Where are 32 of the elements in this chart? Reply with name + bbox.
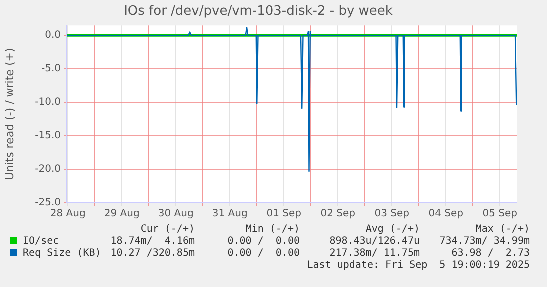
x-tick-label: 28 Aug — [50, 208, 86, 220]
y-tick-label: -5.0 — [41, 64, 61, 75]
x-tick-label: 03 Sep — [374, 208, 410, 220]
x-tick-label: 05 Sep — [482, 208, 518, 220]
x-tick-label: 29 Aug — [104, 208, 140, 220]
y-tick-label: -20.0 — [35, 164, 61, 176]
chart-title: IOs for /dev/pve/vm-103-disk-2 - by week — [124, 4, 394, 20]
y-tick-label: 0.0 — [45, 30, 61, 42]
y-tick-label: -25.0 — [35, 198, 61, 209]
y-axis-title: Units read (-) / write (+) — [3, 48, 16, 180]
x-tick-label: 01 Sep — [266, 208, 302, 220]
text: Last update: Fri Sep 5 19:00:19 2025 — [307, 260, 530, 271]
x-tick-label: 04 Sep — [428, 208, 464, 220]
text: 0.00 / 0.00 — [226, 248, 300, 260]
text: 63.98 / 2.73 — [450, 248, 530, 260]
text: 898.43u/126.47u — [328, 236, 420, 248]
legend-label: Req Size (KB) — [22, 248, 102, 260]
y-tick-label: -10.0 — [35, 97, 61, 108]
text: 0.00 / 0.00 — [226, 236, 300, 248]
text: 217.38m/ 11.75m — [328, 248, 420, 260]
text: Cur (-/+) — [140, 224, 195, 236]
x-tick-label: 30 Aug — [158, 208, 194, 220]
x-tick-label: 31 Aug — [212, 208, 248, 220]
x-tick-label: 02 Sep — [320, 208, 356, 220]
y-tick-label: -15.0 — [35, 130, 61, 142]
text: 10.27 /320.85m — [110, 248, 195, 260]
text: 18.74m/ 4.16m — [110, 236, 195, 248]
text: Min (-/+) — [244, 224, 300, 236]
text: Avg (-/+) — [364, 224, 420, 236]
legend-label: IO/sec — [22, 236, 60, 248]
text: 734.73m/ 34.99m — [438, 236, 530, 248]
text: Max (-/+) — [474, 224, 530, 236]
